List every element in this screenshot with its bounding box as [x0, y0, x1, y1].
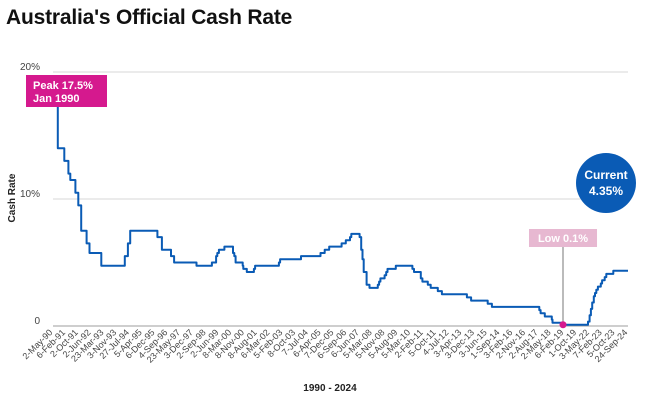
- y-axis-ticks: 0 10% 20%: [20, 62, 40, 327]
- gridlines: [53, 71, 628, 327]
- chart-title: Australia's Official Cash Rate: [6, 6, 293, 29]
- y-tick-label: 0: [34, 316, 40, 327]
- current-label-line1: Current: [584, 168, 627, 182]
- y-tick-label: 20%: [20, 62, 40, 73]
- peak-label-line1: Peak 17.5%: [33, 80, 93, 92]
- series-layer: [53, 102, 628, 326]
- y-axis-label: Cash Rate: [7, 173, 18, 222]
- current-label-line2: 4.35%: [589, 184, 623, 198]
- annotations-layer: Peak 17.5%Jan 1990 Low 0.1% Current 4.35%: [26, 75, 636, 329]
- low-label-box: [529, 229, 598, 247]
- y-tick-label: 10%: [20, 189, 40, 200]
- current-badge: [576, 153, 636, 213]
- cash-rate-line: [53, 102, 628, 326]
- low-point-marker: [559, 321, 567, 329]
- x-axis-ticks: 2-May-906-Feb-912-Oct-912-Jun-9223-Mar-9…: [20, 327, 629, 364]
- x-axis-label: 1990 - 2024: [303, 383, 357, 394]
- peak-label-line2: Jan 1990: [33, 93, 79, 105]
- peak-label-box: [26, 75, 107, 107]
- low-label-text: Low 0.1%: [538, 233, 588, 245]
